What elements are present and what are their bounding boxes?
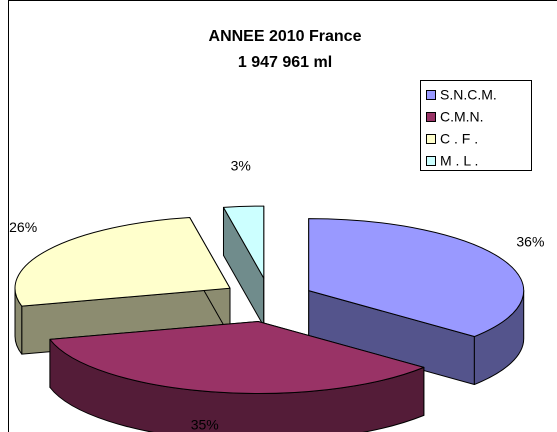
legend-swatch xyxy=(426,112,436,122)
chart-subtitle: 1 947 961 ml xyxy=(238,54,332,71)
data-label: 3% xyxy=(231,157,251,173)
pie-slice xyxy=(14,216,231,307)
pie-slice xyxy=(222,205,265,279)
data-label: 26% xyxy=(9,219,37,235)
legend-swatch xyxy=(426,134,436,144)
legend-swatch xyxy=(426,156,436,166)
legend-label: M . L . xyxy=(440,153,478,169)
legend-swatch xyxy=(426,90,436,100)
data-label: 35% xyxy=(191,417,219,432)
chart-title: ANNEE 2010 France xyxy=(209,28,362,45)
data-label: 36% xyxy=(516,234,544,250)
legend-box xyxy=(420,80,532,171)
legend-label: C.M.N. xyxy=(440,109,484,125)
legend-label: C . F . xyxy=(440,131,478,147)
pie-slice xyxy=(308,218,525,338)
legend-label: S.N.C.M. xyxy=(440,87,497,103)
pie-slice xyxy=(49,320,425,394)
